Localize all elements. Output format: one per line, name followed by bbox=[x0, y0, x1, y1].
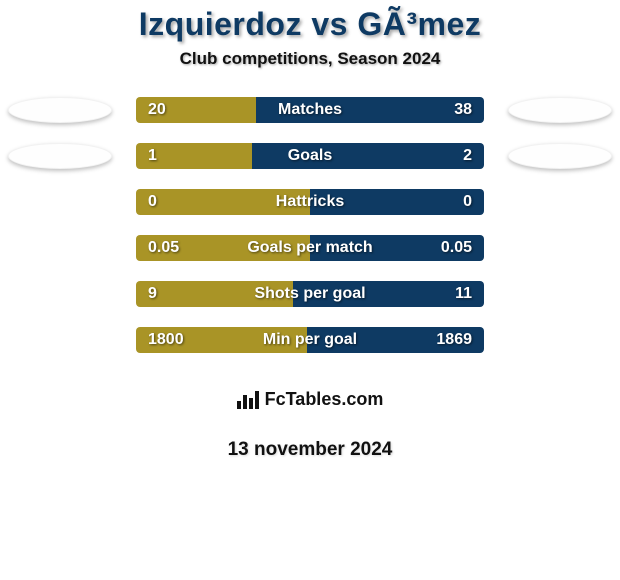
player-left-avatar-goals bbox=[8, 143, 112, 169]
stat-value-left: 1800 bbox=[148, 331, 184, 349]
brand-logo: FcTables.com bbox=[206, 373, 414, 425]
player-left-avatar-matches bbox=[8, 97, 112, 123]
footer-date: 13 november 2024 bbox=[0, 439, 620, 461]
stat-label: Hattricks bbox=[276, 193, 344, 211]
stat-row: 0.05 0.05 Goals per match bbox=[136, 235, 484, 261]
stat-row: 1800 1869 Min per goal bbox=[136, 327, 484, 353]
stat-value-right: 1869 bbox=[436, 331, 472, 349]
stat-value-right: 0 bbox=[463, 193, 472, 211]
page-subtitle: Club competitions, Season 2024 bbox=[0, 49, 620, 69]
stat-value-left: 0 bbox=[148, 193, 157, 211]
stat-value-left: 20 bbox=[148, 101, 166, 119]
bars-icon bbox=[237, 389, 259, 409]
stat-value-right: 2 bbox=[463, 147, 472, 165]
comparison-chart: 20 38 Matches 1 2 Goals 0 0 Hattricks 0.05 0.05 Goa… bbox=[0, 97, 620, 353]
page-title: Izquierdoz vs GÃ³mez bbox=[0, 0, 620, 43]
stat-label: Min per goal bbox=[263, 331, 357, 349]
stat-row: 20 38 Matches bbox=[136, 97, 484, 123]
stat-row: 1 2 Goals bbox=[136, 143, 484, 169]
stat-label: Matches bbox=[278, 101, 342, 119]
stat-rows: 20 38 Matches 1 2 Goals 0 0 Hattricks 0.05 0.05 Goa… bbox=[136, 97, 484, 353]
stat-row: 0 0 Hattricks bbox=[136, 189, 484, 215]
brand-text: FcTables.com bbox=[265, 389, 384, 410]
stat-label: Shots per goal bbox=[254, 285, 365, 303]
stat-value-right: 38 bbox=[454, 101, 472, 119]
stat-value-left: 9 bbox=[148, 285, 157, 303]
stat-value-left: 0.05 bbox=[148, 239, 179, 257]
stat-row: 9 11 Shots per goal bbox=[136, 281, 484, 307]
stat-value-left: 1 bbox=[148, 147, 157, 165]
stat-label: Goals bbox=[288, 147, 332, 165]
stat-value-right: 11 bbox=[455, 285, 472, 303]
stat-value-right: 0.05 bbox=[441, 239, 472, 257]
player-right-avatar-matches bbox=[508, 97, 612, 123]
player-right-avatar-goals bbox=[508, 143, 612, 169]
stat-label: Goals per match bbox=[247, 239, 372, 257]
